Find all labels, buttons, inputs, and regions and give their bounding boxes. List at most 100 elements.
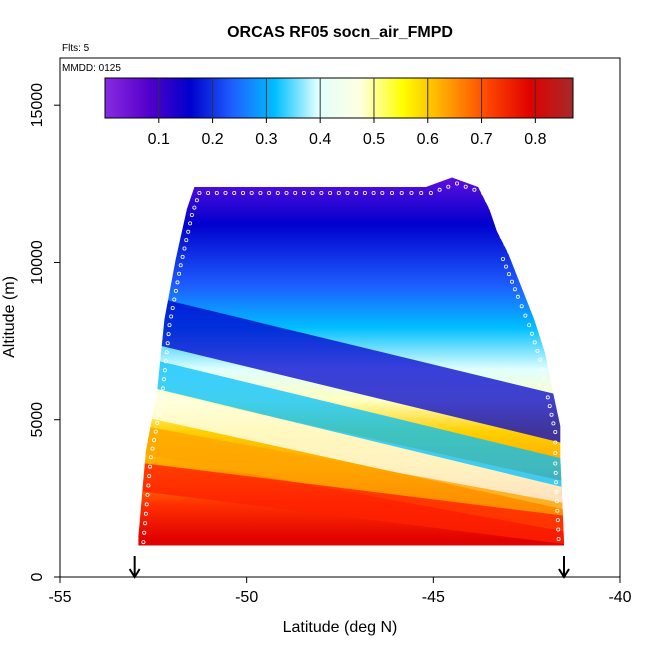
sample-point <box>152 438 157 443</box>
sample-point <box>223 190 228 195</box>
sample-point <box>145 492 150 497</box>
colorbar-tick-label: 0.3 <box>255 131 277 148</box>
sample-point <box>160 386 165 391</box>
sample-point <box>507 249 512 254</box>
sample-point <box>553 440 558 445</box>
sample-point <box>527 323 532 328</box>
sample-point <box>310 190 315 195</box>
sample-point <box>554 480 559 485</box>
sample-point <box>354 190 359 195</box>
sample-point <box>538 357 543 362</box>
plot-area <box>59 57 621 578</box>
x-tick-label: -55 <box>48 589 71 606</box>
sample-point <box>553 461 558 466</box>
sample-point <box>167 323 172 328</box>
sample-point <box>186 229 191 234</box>
sample-point <box>500 256 505 261</box>
iso-band-1 <box>138 355 564 488</box>
sample-point <box>249 190 254 195</box>
sample-point <box>180 254 185 259</box>
flight-marker-head <box>128 568 141 579</box>
iso-band-2 <box>138 292 564 444</box>
sample-point <box>556 537 561 542</box>
x-tick-label: -50 <box>235 589 258 606</box>
date-annotation: MMDD: 0125 <box>62 63 121 74</box>
sample-point <box>293 190 298 195</box>
sample-point <box>214 190 219 195</box>
sample-point <box>206 190 211 195</box>
sample-point <box>178 263 183 268</box>
sample-point <box>371 190 376 195</box>
sample-point <box>499 234 504 239</box>
sample-point <box>463 184 468 189</box>
y-tick-label: 5000 <box>29 402 46 438</box>
sample-point <box>170 305 175 310</box>
sample-point <box>389 190 394 195</box>
flights-annotation: Flts: 5 <box>62 43 90 54</box>
sample-point <box>345 190 350 195</box>
sample-point <box>319 190 324 195</box>
sample-point <box>556 527 561 532</box>
sample-point <box>194 198 199 203</box>
sample-point <box>555 508 560 513</box>
sample-point <box>165 341 170 346</box>
sample-point <box>162 368 167 373</box>
sample-point <box>143 511 148 516</box>
sample-point <box>554 489 559 494</box>
y-tick-label: 0 <box>29 572 46 581</box>
flight-marker-head <box>558 568 570 579</box>
colorbar-tick-label: 0.8 <box>524 131 546 148</box>
sample-point <box>150 446 155 451</box>
sample-point <box>240 190 245 195</box>
colorbar-tick-label: 0.2 <box>201 131 223 148</box>
sample-point <box>509 279 514 284</box>
sample-points <box>141 181 561 545</box>
sample-point <box>275 190 280 195</box>
sample-point <box>142 530 147 535</box>
sample-point <box>535 348 540 353</box>
x-tick-label: -45 <box>422 589 445 606</box>
sample-point <box>189 212 194 217</box>
sample-point <box>545 395 550 400</box>
sample-point <box>506 272 511 277</box>
sample-point <box>529 331 534 336</box>
sample-point <box>503 264 508 269</box>
x-axis-label: Latitude (deg N) <box>283 619 398 636</box>
sample-point <box>301 190 306 195</box>
colorbar-tick-label: 0.1 <box>148 131 170 148</box>
sample-point <box>147 474 152 479</box>
sample-point <box>551 421 556 426</box>
x-tick-label: -40 <box>608 589 631 606</box>
sample-point <box>428 190 433 195</box>
sample-point <box>362 190 367 195</box>
sample-point <box>158 403 163 408</box>
sample-point <box>446 184 451 189</box>
sample-point <box>503 242 508 247</box>
sample-point <box>164 350 169 355</box>
heatmap-field <box>138 177 564 546</box>
sample-point <box>454 181 459 186</box>
sample-point <box>481 190 486 195</box>
sample-point <box>554 499 559 504</box>
sample-point <box>141 540 146 545</box>
sample-point <box>328 190 333 195</box>
sample-point <box>488 205 493 210</box>
sample-point <box>173 288 178 293</box>
sample-point <box>540 367 545 372</box>
sample-point <box>169 314 174 319</box>
sample-point <box>284 190 289 195</box>
sample-point <box>549 412 554 417</box>
sample-point <box>532 340 537 345</box>
sample-point <box>163 359 168 364</box>
sample-point <box>492 212 497 217</box>
y-axis-label: Altitude (m) <box>1 276 18 358</box>
y-tick-label: 15000 <box>29 83 46 128</box>
y-axis: 0 5000 10000 15000 <box>29 83 60 581</box>
chart-title: ORCAS RF05 socn_air_FMPD <box>227 24 453 41</box>
sample-point <box>419 190 424 195</box>
sample-point <box>437 187 442 192</box>
sample-point <box>472 187 477 192</box>
sample-point <box>547 404 552 409</box>
x-axis: -55 -50 -45 -40 <box>48 577 632 606</box>
